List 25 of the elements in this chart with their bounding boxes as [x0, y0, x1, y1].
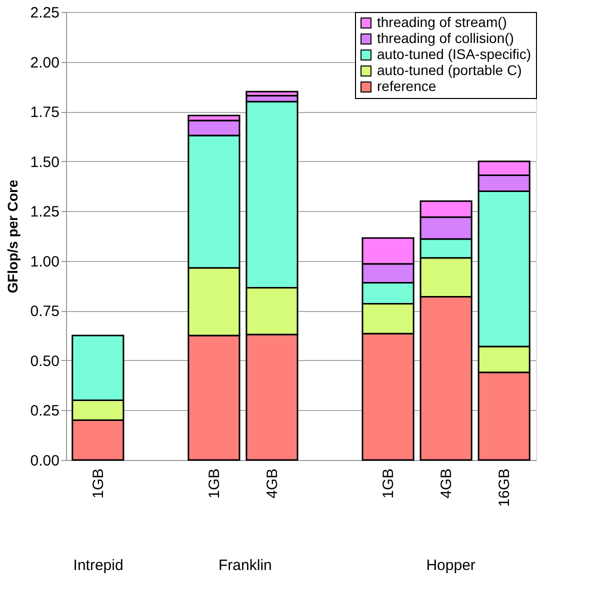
y-axis-title: GFlop/s per Core: [4, 180, 20, 294]
legend-label: threading of collision(): [377, 30, 514, 46]
y-tick-label: 0.50: [30, 352, 60, 370]
legend-label: threading of stream(): [377, 14, 507, 30]
y-tick-label: 1.25: [30, 204, 60, 221]
legend-label: auto-tuned (ISA-specific): [377, 46, 532, 62]
y-tick-label: 2.00: [30, 54, 60, 72]
text: Intrepid: [73, 557, 124, 574]
y-tick-label: 2.25: [30, 4, 60, 22]
text: Franklin: [218, 557, 272, 574]
legend-label: auto-tuned (portable C): [377, 62, 522, 78]
x-tick-label: 4GB: [438, 468, 456, 499]
x-tick-label: 1GB: [206, 468, 223, 499]
y-tick-label: 1.00: [30, 253, 60, 270]
x-tick-label: 16GB: [496, 468, 514, 507]
y-tick-label: 1.75: [30, 104, 60, 122]
x-tick-label: 4GB: [264, 468, 281, 499]
y-tick-label: 1.50: [30, 154, 60, 171]
y-tick-label: 0.25: [30, 402, 60, 420]
text: Hopper: [426, 557, 476, 574]
legend-label: reference: [377, 78, 436, 94]
x-tick-label: 1GB: [90, 468, 107, 499]
y-tick-label: 0.00: [30, 452, 60, 470]
x-tick-label: 1GB: [380, 468, 398, 499]
y-tick-label: 0.75: [30, 303, 60, 320]
